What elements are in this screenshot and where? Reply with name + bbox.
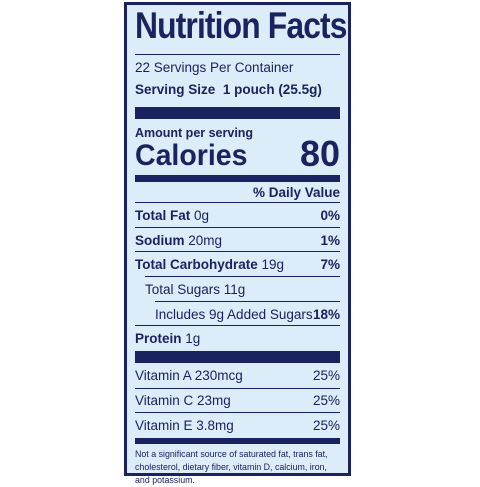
nutrient-dv: 7% xyxy=(320,257,340,272)
nutrient-name: Protein xyxy=(135,331,182,346)
panel-title: Nutrition Facts xyxy=(135,5,347,46)
nutrient-name: Includes 9g Added Sugars xyxy=(155,307,313,322)
divider xyxy=(155,301,340,302)
footnote: Not a significant source of saturated fa… xyxy=(135,449,328,486)
nutrient-name: Total Sugars 11g xyxy=(145,282,246,297)
nutrient-row-total-fat: Total Fat 0g 0% xyxy=(135,208,340,223)
nutrient-amount: 1g xyxy=(185,331,201,346)
vitamin-dv: 25% xyxy=(312,418,340,433)
nutrition-facts-panel: Nutrition Facts 22 Servings Per Containe… xyxy=(124,2,351,486)
divider xyxy=(135,388,340,389)
divider xyxy=(135,54,340,55)
serving-size: Serving Size 1 pouch (25.5g) xyxy=(135,82,340,97)
servings-per-container: 22 Servings Per Container xyxy=(135,60,294,75)
vitamin-row-a: Vitamin A 230mcg 25% xyxy=(135,368,340,383)
daily-value-header-text: % Daily Value xyxy=(252,185,340,200)
nutrient-row-protein: Protein 1g xyxy=(135,331,340,346)
vitamin-label: Vitamin E 3.8mg xyxy=(135,418,234,433)
nutrient-row-total-carbohydrate: Total Carbohydrate 19g 7% xyxy=(135,257,340,272)
nutrient-amount: 0g xyxy=(194,208,210,223)
vitamin-label: Vitamin A 230mcg xyxy=(135,368,243,383)
nutrient-dv: 0% xyxy=(320,208,340,223)
divider xyxy=(135,202,340,203)
daily-value-header: % Daily Value xyxy=(135,185,340,200)
serving-size-label: Serving Size xyxy=(135,82,216,97)
nutrient-dv: 1% xyxy=(320,233,340,248)
divider xyxy=(135,412,340,413)
serving-size-value: 1 pouch (25.5g) xyxy=(222,82,322,97)
nutrient-name: Total Fat xyxy=(135,208,191,223)
vitamin-row-e: Vitamin E 3.8mg 25% xyxy=(135,418,340,433)
nutrient-amount: 19g xyxy=(261,257,285,272)
nutrient-name: Total Carbohydrate xyxy=(135,257,258,272)
divider xyxy=(135,227,340,228)
calories-value: 80 xyxy=(299,133,340,174)
thick-divider xyxy=(135,351,340,363)
divider xyxy=(145,276,340,277)
divider xyxy=(135,251,340,252)
nutrient-row-sodium: Sodium 20mg 1% xyxy=(135,233,340,248)
medium-divider xyxy=(135,175,340,182)
thick-divider xyxy=(135,107,340,119)
amount-per-serving: Amount per serving xyxy=(135,126,254,140)
calories-label: Calories xyxy=(135,139,248,172)
nutrient-dv: 18% xyxy=(312,307,340,322)
nutrient-row-added-sugars: Includes 9g Added Sugars 18% xyxy=(155,307,340,322)
vitamin-dv: 25% xyxy=(312,368,340,383)
vitamin-label: Vitamin C 23mg xyxy=(135,393,231,408)
nutrient-amount: 20mg xyxy=(188,233,223,248)
medium-divider xyxy=(135,438,340,444)
divider xyxy=(135,325,340,326)
nutrient-name: Sodium xyxy=(135,233,185,248)
vitamin-dv: 25% xyxy=(312,393,340,408)
vitamin-row-c: Vitamin C 23mg 25% xyxy=(135,393,340,408)
nutrient-row-total-sugars: Total Sugars 11g xyxy=(145,282,340,297)
